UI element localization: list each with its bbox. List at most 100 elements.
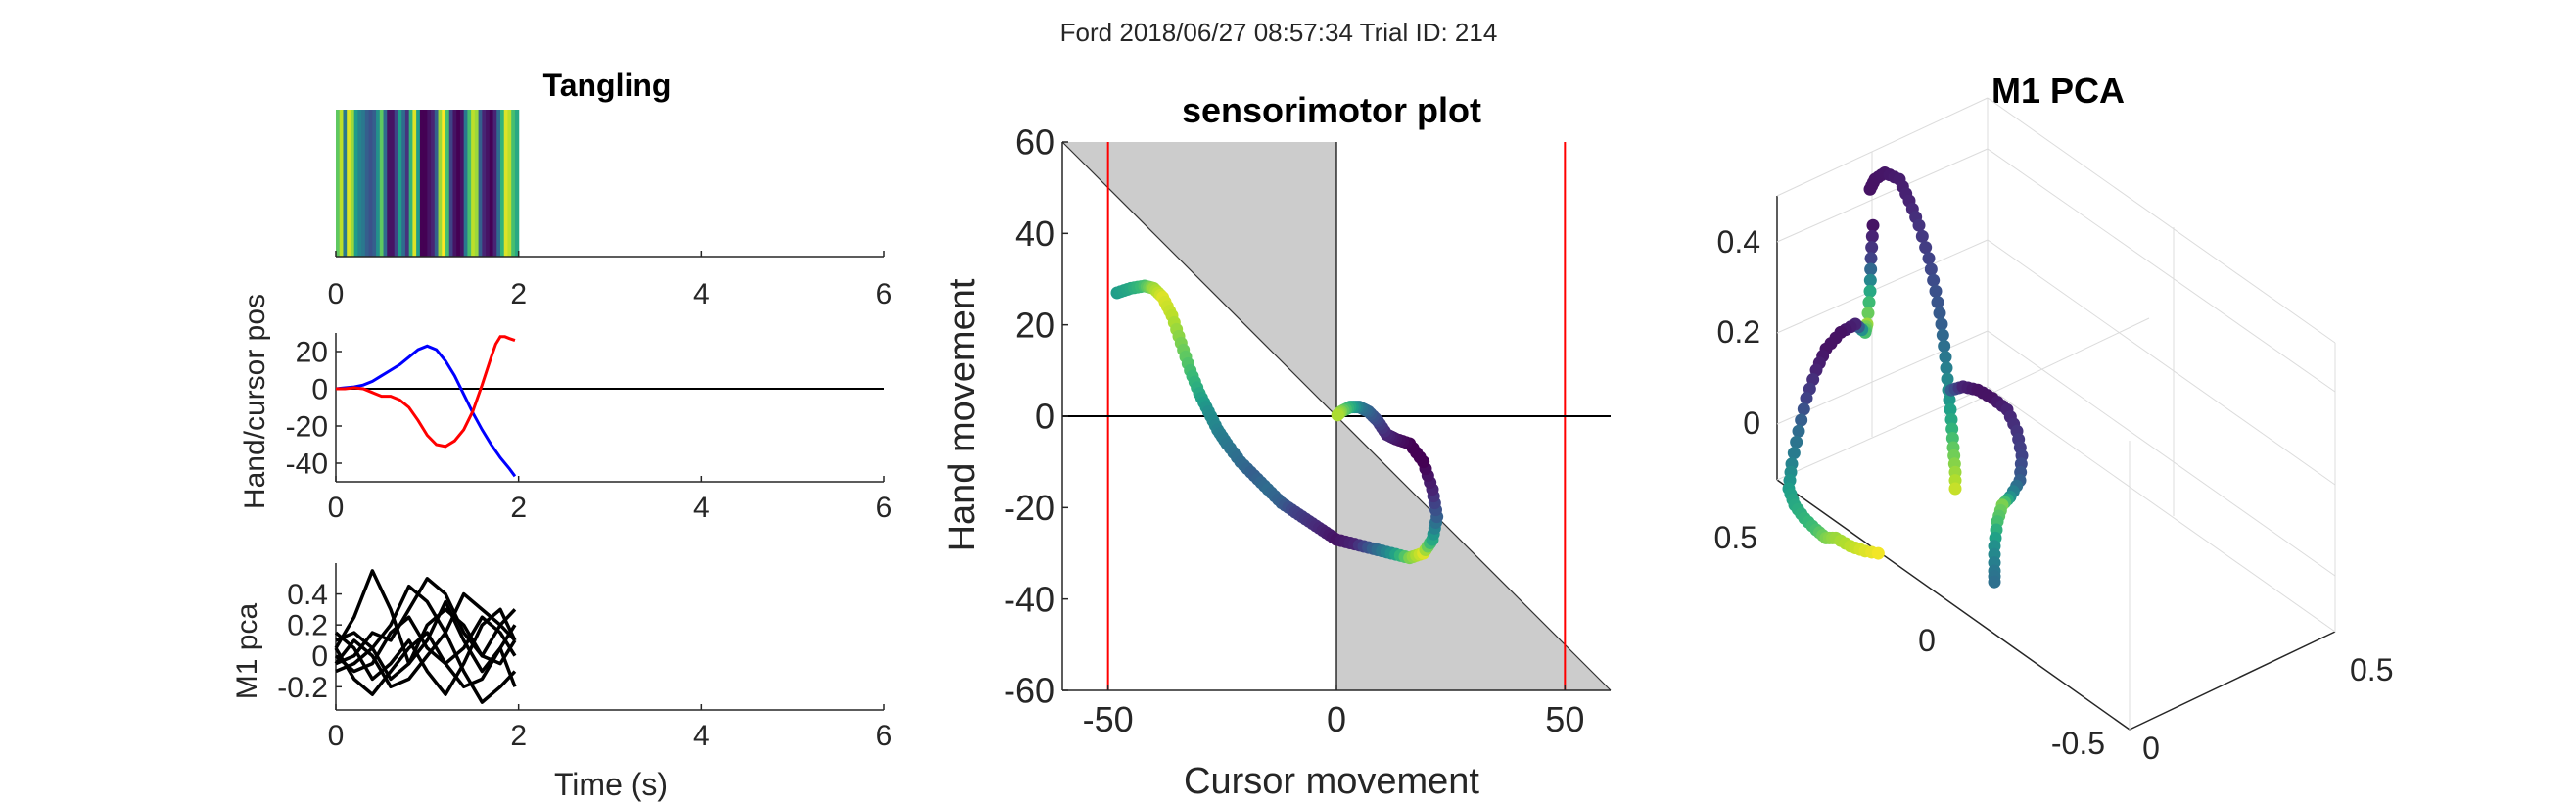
pca-3d-point: [1948, 482, 1962, 496]
x-tick-label: 4: [693, 720, 710, 752]
y-tick-label: 60: [1015, 122, 1054, 163]
pca-3d-point: [1945, 431, 1959, 445]
pca-3d-point: [1919, 241, 1933, 255]
x-tick-label: -50: [1083, 699, 1134, 739]
tangling-cell: [492, 110, 497, 257]
hand-cursor-ylabel: Hand/cursor pos: [239, 294, 271, 509]
x-tick-label: 4: [693, 278, 710, 310]
tangling-cell: [379, 110, 385, 257]
pca-3d-point: [1863, 273, 1877, 287]
pca-component-line: [334, 631, 517, 696]
sensorimotor-points: [1110, 279, 1444, 565]
tangling-cell: [500, 110, 505, 257]
pca-3d-point: [1915, 229, 1929, 243]
time-xlabel: Time (s): [554, 767, 668, 802]
tangling-x-ticks: 0 2 4 6: [328, 251, 892, 310]
x-tick-label: 0: [328, 278, 345, 310]
tangling-cell: [434, 110, 440, 257]
tangling-cell: [343, 110, 348, 257]
tangling-cell: [387, 110, 392, 257]
y-tick-0: 0: [1918, 623, 1936, 658]
tangling-cell: [427, 110, 432, 257]
pca-3d-point: [1787, 447, 1801, 460]
y-tick-label: -20: [286, 411, 328, 444]
tangling-cell: [361, 110, 366, 257]
x-tick-label: 0: [1327, 699, 1346, 739]
tangling-panel: Tangling 0 2 4 6: [328, 68, 893, 310]
tangling-cell: [459, 110, 465, 257]
tangling-cell: [478, 110, 483, 257]
tangling-cell: [438, 110, 443, 257]
tangling-cell: [398, 110, 402, 257]
pca-3d-point: [1931, 296, 1944, 309]
pca-component-line: [334, 607, 517, 696]
pca-3d-point: [1861, 307, 1875, 320]
pca-3d-point: [1927, 273, 1941, 287]
tangling-cell: [514, 110, 520, 257]
tangling-cell: [339, 110, 345, 257]
pca-3d-point: [1922, 252, 1936, 265]
pca-3d-point: [1865, 241, 1879, 255]
y-tick-label: 0.4: [287, 579, 328, 611]
y-tick-label: 0.2: [287, 610, 328, 642]
pca-3d-point: [1797, 402, 1810, 416]
cursor-position-line: [336, 335, 516, 449]
x-tick-label: 0: [328, 720, 345, 752]
tangling-cell: [452, 110, 457, 257]
tangling-cell: [471, 110, 476, 257]
tangling-cell: [431, 110, 436, 257]
y-tick-label: 20: [296, 337, 328, 369]
hand-cursor-axes: 0 2 4 6 -40 -20 0 20: [286, 333, 893, 524]
tangling-title: Tangling: [543, 68, 672, 103]
x-tick-label: 2: [510, 278, 527, 310]
tangling-cell: [474, 110, 480, 257]
x-tick-0.5: 0.5: [2350, 652, 2393, 687]
m1-pca-3d-grid: [1776, 97, 2336, 730]
figure-suptitle: Ford 2018/06/27 08:57:34 Trial ID: 214: [1060, 18, 1498, 47]
y-tick-label: 20: [1015, 305, 1054, 345]
tangling-cell: [383, 110, 388, 257]
tangling-cell: [445, 110, 450, 257]
pca-component-line: [334, 631, 517, 704]
tangling-cell: [503, 110, 509, 257]
y-tick-label: -20: [1004, 488, 1054, 528]
tangling-cell: [489, 110, 494, 257]
m1-pca-3d-ticks: 0.4 0.2 0 0.5 0 -0.5 0 0.5: [1714, 224, 2394, 766]
pca-3d-point: [1944, 412, 1958, 426]
tangling-cell: [419, 110, 425, 257]
tangling-cell: [486, 110, 491, 257]
sensorimotor-ylabel: Hand movement: [942, 278, 983, 551]
x-tick-label: 2: [510, 492, 527, 524]
m1-pca-3d-panel: M1 PCA 0.4 0.2 0: [1714, 71, 2394, 766]
pca-3d-point: [1943, 393, 1956, 406]
sensorimotor-axes: -50 0 50 -60 -40 -20 0 20 40 60: [1004, 122, 1611, 739]
m1-pca-ylabel: M1 pca: [231, 603, 263, 700]
x-tick-label: 6: [876, 492, 893, 524]
m1-pca-traces-panel: 0 2 4 6-0.200.20.4 M1 pca Time (s): [231, 563, 892, 802]
tangling-cell: [467, 110, 472, 257]
tangling-cell: [364, 110, 370, 257]
tangling-cell: [394, 110, 399, 257]
m1-pca-lines: [334, 569, 517, 704]
tangling-cell: [456, 110, 461, 257]
x-tick-label: 4: [693, 492, 710, 524]
tangling-cell: [408, 110, 413, 257]
sensorimotor-panel: sensorimotor plot -50 0 50 -60 -40 -20 0 20 40 60…: [942, 90, 1612, 802]
x-tick-label: 0: [328, 492, 345, 524]
pca-component-line: [335, 607, 517, 682]
pca-3d-point: [1863, 284, 1877, 298]
pca-3d-point: [1933, 307, 1946, 320]
tangling-cell: [368, 110, 373, 257]
m1-pca-3d-box: [1776, 196, 2336, 731]
pca-3d-point: [1940, 361, 1953, 375]
hand-cursor-panel: 0 2 4 6 -40 -20 0 20 Hand/cursor pos: [239, 294, 892, 524]
pca-3d-point: [1866, 218, 1880, 232]
pca-3d-point: [1792, 424, 1805, 438]
pca-3d-point: [1924, 262, 1938, 276]
pca-3d-point: [1864, 252, 1878, 265]
pca-3d-point: [1935, 317, 1948, 331]
m1-pca-3d-trajectory: [1782, 165, 2029, 589]
pca-3d-point: [1862, 296, 1876, 309]
y-tick-label: -0.2: [277, 672, 328, 704]
